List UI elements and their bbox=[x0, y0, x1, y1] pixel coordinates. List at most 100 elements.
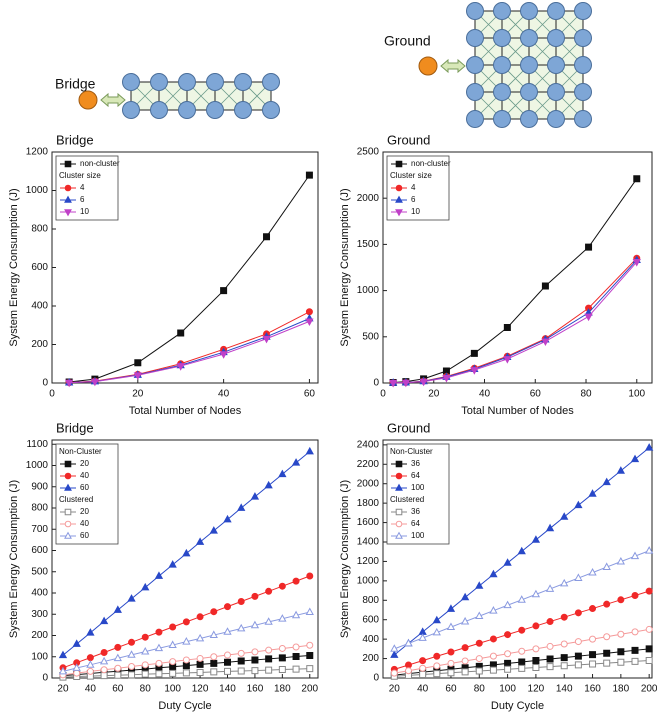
data-point bbox=[225, 668, 231, 674]
x-axis-label: Duty Cycle bbox=[491, 700, 544, 712]
x-tick-label: 60 bbox=[445, 684, 457, 695]
legend: non-clusterCluster size4610 bbox=[387, 156, 451, 220]
y-tick-label: 0 bbox=[42, 673, 48, 684]
data-point bbox=[519, 627, 525, 633]
x-tick-label: 20 bbox=[132, 389, 144, 400]
node bbox=[151, 74, 168, 91]
data-point bbox=[197, 661, 203, 667]
node bbox=[467, 30, 484, 47]
legend-marker bbox=[396, 473, 402, 479]
y-tick-label: 200 bbox=[31, 339, 48, 350]
data-point bbox=[101, 667, 107, 673]
node bbox=[123, 102, 140, 119]
data-point bbox=[183, 670, 189, 676]
data-point bbox=[115, 606, 122, 612]
series-line bbox=[393, 262, 637, 383]
node bbox=[263, 102, 280, 119]
data-point bbox=[533, 536, 540, 542]
data-point bbox=[115, 665, 121, 671]
node-grid bbox=[123, 74, 280, 119]
legend-label: 64 bbox=[411, 471, 420, 480]
data-point bbox=[73, 640, 80, 646]
node bbox=[235, 74, 252, 91]
data-point bbox=[632, 658, 638, 664]
data-point bbox=[646, 547, 653, 553]
y-tick-label: 2000 bbox=[357, 193, 380, 204]
data-point bbox=[547, 656, 553, 662]
x-tick-label: 180 bbox=[274, 684, 291, 695]
node bbox=[467, 111, 484, 128]
y-tick-label: 0 bbox=[42, 378, 48, 389]
data-point bbox=[197, 538, 204, 544]
data-point bbox=[590, 661, 596, 667]
y-tick-label: 1000 bbox=[357, 285, 380, 296]
y-tick-label: 500 bbox=[31, 566, 48, 577]
data-point bbox=[225, 652, 231, 658]
y-tick-label: 100 bbox=[31, 651, 48, 662]
node bbox=[151, 102, 168, 119]
y-tick-label: 2500 bbox=[357, 147, 380, 158]
data-point bbox=[74, 670, 80, 676]
data-point bbox=[476, 640, 482, 646]
node bbox=[207, 102, 224, 119]
y-tick-label: 400 bbox=[31, 588, 48, 599]
data-point bbox=[504, 559, 511, 565]
legend-marker bbox=[396, 461, 402, 467]
legend-label: 100 bbox=[411, 483, 425, 492]
data-point bbox=[632, 647, 638, 653]
data-point bbox=[101, 618, 108, 624]
data-point bbox=[142, 662, 148, 668]
data-point bbox=[221, 288, 227, 294]
data-point bbox=[279, 471, 286, 477]
data-point bbox=[505, 660, 511, 666]
node bbox=[575, 84, 592, 101]
x-tick-label: 80 bbox=[140, 684, 152, 695]
data-point bbox=[156, 572, 163, 578]
data-point bbox=[307, 666, 313, 672]
y-tick-label: 800 bbox=[31, 503, 48, 514]
y-axis-label: System Energy Consumption (J) bbox=[8, 480, 20, 638]
data-point bbox=[265, 482, 272, 488]
data-point bbox=[618, 467, 625, 473]
node bbox=[548, 111, 565, 128]
data-point bbox=[646, 646, 652, 652]
legend-label: 6 bbox=[80, 195, 85, 204]
x-tick-label: 100 bbox=[499, 684, 516, 695]
data-point bbox=[505, 651, 511, 657]
data-point bbox=[307, 652, 313, 658]
data-point bbox=[533, 658, 539, 664]
data-point bbox=[561, 641, 567, 647]
data-point bbox=[646, 588, 652, 594]
node bbox=[494, 111, 511, 128]
node bbox=[548, 84, 565, 101]
legend-label: 64 bbox=[411, 519, 420, 528]
data-point bbox=[547, 619, 553, 625]
data-point bbox=[462, 669, 468, 675]
data-point bbox=[142, 584, 149, 590]
legend-marker bbox=[396, 521, 402, 527]
chart: Ground05001000150020002500020406080100To… bbox=[339, 132, 652, 416]
y-tick-label: 1000 bbox=[26, 460, 49, 471]
data-point bbox=[575, 662, 581, 668]
data-point bbox=[225, 659, 231, 665]
x-tick-label: 20 bbox=[389, 684, 401, 695]
x-tick-label: 40 bbox=[85, 684, 97, 695]
y-tick-label: 200 bbox=[362, 653, 379, 664]
x-tick-label: 60 bbox=[530, 389, 542, 400]
data-point bbox=[575, 639, 581, 645]
data-point bbox=[603, 479, 610, 485]
legend-title: Cluster size bbox=[390, 171, 432, 180]
x-tick-label: 120 bbox=[528, 684, 545, 695]
legend-label: 40 bbox=[80, 519, 89, 528]
data-point bbox=[183, 550, 190, 556]
node bbox=[575, 57, 592, 74]
ground-diagram: Ground bbox=[384, 3, 592, 128]
legend-marker bbox=[65, 473, 71, 479]
data-point bbox=[135, 360, 141, 366]
node bbox=[467, 3, 484, 20]
legend-title: Clustered bbox=[390, 495, 424, 504]
data-point bbox=[266, 647, 272, 653]
y-tick-label: 1500 bbox=[357, 239, 380, 250]
data-point bbox=[476, 656, 482, 662]
legend-marker bbox=[65, 509, 71, 515]
